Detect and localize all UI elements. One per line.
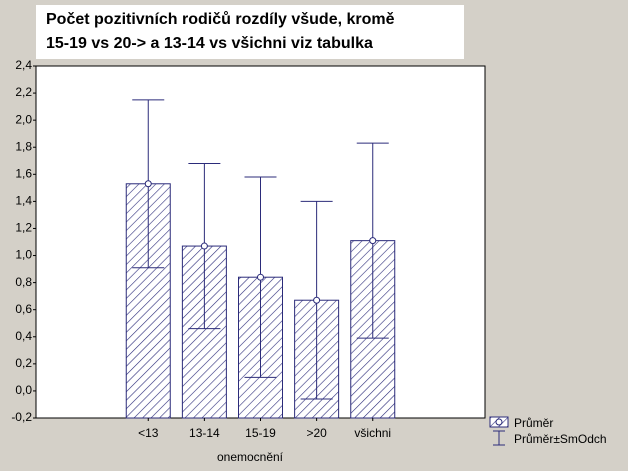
- mean-marker: [369, 237, 377, 245]
- chart-title: Počet pozitivních rodičů rozdíly všude, …: [46, 11, 395, 28]
- y-tick-label: 1,8: [15, 139, 32, 153]
- mean-marker: [257, 273, 264, 281]
- legend-label: Průměr±SmOdch: [514, 432, 607, 446]
- mean-marker: [144, 180, 152, 188]
- y-tick-label: -0,2: [11, 410, 32, 424]
- chart-subtitle: 15-19 vs 20-> a 13-14 vs všichni viz tab…: [46, 35, 373, 52]
- x-tick-label: <13: [138, 426, 159, 440]
- x-tick-label: všichni: [354, 426, 391, 440]
- y-tick-label: 2,4: [15, 58, 32, 72]
- y-tick-label: 2,2: [15, 85, 32, 99]
- mean-marker: [313, 296, 321, 304]
- y-tick-label: 0,2: [15, 356, 32, 370]
- y-tick-label: 1,0: [15, 248, 32, 262]
- title-box: [36, 5, 464, 59]
- y-tick-label: 1,4: [15, 194, 32, 208]
- y-tick-label: 0,4: [15, 329, 32, 343]
- legend-label: Průměr: [514, 416, 553, 430]
- y-tick-label: 0,8: [15, 275, 32, 289]
- x-tick-label: 15-19: [245, 426, 276, 440]
- y-tick-label: 1,2: [15, 221, 32, 235]
- legend-marker: [495, 418, 503, 426]
- x-tick-label: >20: [306, 426, 327, 440]
- y-tick-label: 0,6: [15, 302, 32, 316]
- x-tick-label: 13-14: [189, 426, 220, 440]
- y-tick-label: 2,0: [15, 112, 32, 126]
- x-axis-title: onemocnění: [217, 450, 284, 464]
- y-tick-label: 1,6: [15, 166, 32, 180]
- y-tick-label: 0,0: [15, 383, 32, 397]
- mean-marker: [200, 242, 208, 250]
